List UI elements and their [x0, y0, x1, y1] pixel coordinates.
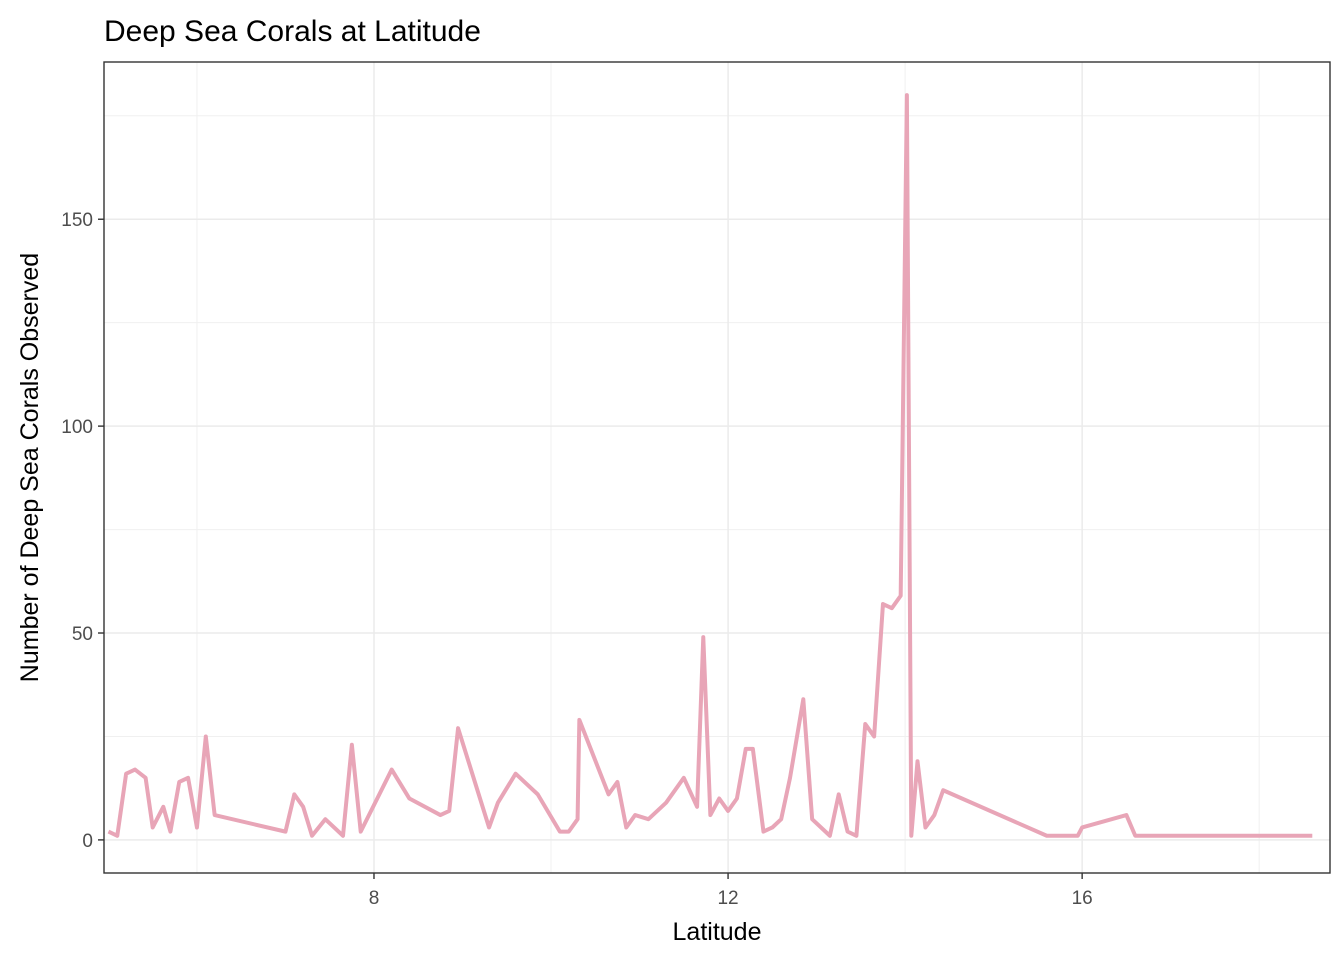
series-line-0: [107, 93, 1313, 838]
y-tick-label-0: 0: [82, 831, 93, 852]
chart-title: Deep Sea Corals at Latitude: [104, 15, 481, 48]
y-tick-label-1: 50: [72, 624, 93, 645]
series-layer: [107, 93, 1313, 838]
y-tick-label-2: 100: [61, 417, 93, 438]
y-axis-title: Number of Deep Sea Corals Observed: [16, 253, 44, 682]
x-axis-title: Latitude: [673, 918, 762, 946]
major-gridlines: [104, 62, 1330, 873]
x-tick-label-0: 8: [369, 888, 380, 909]
minor-gridlines: [104, 62, 1330, 873]
x-tick-label-2: 16: [1072, 888, 1093, 909]
x-tick-label-1: 12: [717, 888, 738, 909]
y-axis-ticks: 0 50 100 150: [61, 210, 104, 852]
y-tick-label-3: 150: [61, 210, 93, 231]
x-axis-ticks: 8 12 16: [369, 873, 1093, 909]
plot-panel-border: [103, 61, 1331, 874]
